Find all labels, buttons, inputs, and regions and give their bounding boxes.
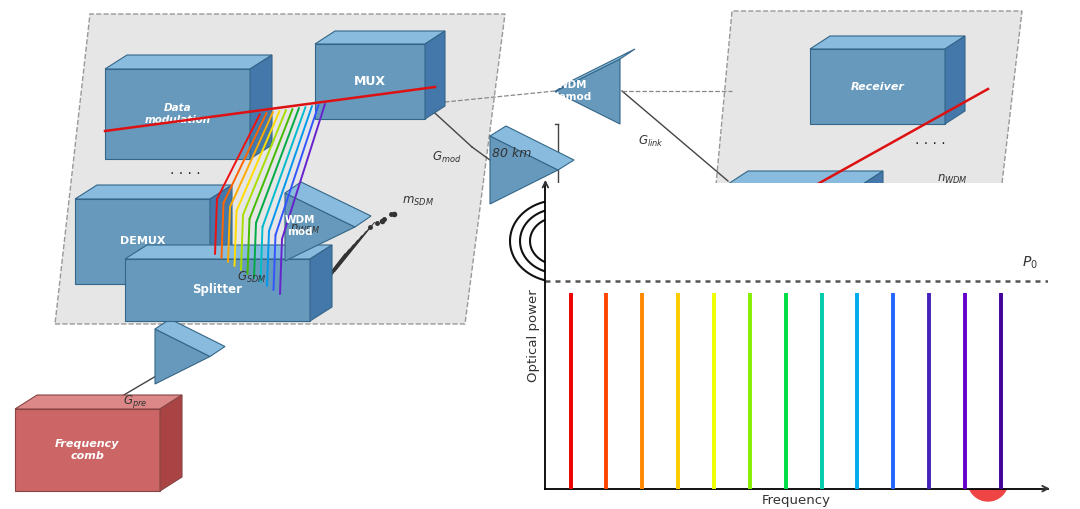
Text: WDM
demod: WDM demod xyxy=(552,80,592,102)
Polygon shape xyxy=(285,193,355,261)
Circle shape xyxy=(968,461,1008,501)
Text: DEMUX: DEMUX xyxy=(773,221,819,232)
Text: $n_{WDM}$: $n_{WDM}$ xyxy=(289,222,321,236)
Polygon shape xyxy=(705,11,1022,304)
Text: $G_{pre}$: $G_{pre}$ xyxy=(123,393,147,410)
Text: 80 km: 80 km xyxy=(492,148,531,160)
Text: Frequency
comb: Frequency comb xyxy=(55,439,120,461)
Polygon shape xyxy=(249,55,272,159)
Text: $P_0$: $P_0$ xyxy=(1023,255,1038,271)
Text: · · · ·: · · · · xyxy=(915,137,945,151)
Text: Data
modulation: Data modulation xyxy=(145,103,211,125)
Polygon shape xyxy=(210,185,232,284)
Polygon shape xyxy=(315,31,445,44)
Polygon shape xyxy=(490,136,558,204)
Polygon shape xyxy=(426,31,445,119)
Text: php: php xyxy=(980,476,996,486)
Polygon shape xyxy=(105,69,249,159)
Polygon shape xyxy=(728,171,883,184)
Polygon shape xyxy=(15,409,160,491)
Polygon shape xyxy=(310,245,332,321)
Text: $G_{link}$: $G_{link}$ xyxy=(638,133,664,149)
Text: $n_{WDM}$: $n_{WDM}$ xyxy=(936,173,968,186)
Polygon shape xyxy=(285,182,372,227)
Y-axis label: Optical power: Optical power xyxy=(527,290,540,382)
Polygon shape xyxy=(555,59,620,124)
Polygon shape xyxy=(55,14,505,324)
Text: WDM
mod: WDM mod xyxy=(285,215,315,237)
Polygon shape xyxy=(810,36,966,49)
Text: Splitter: Splitter xyxy=(192,284,243,297)
Text: Receiver: Receiver xyxy=(851,81,904,92)
Text: 中文网: 中文网 xyxy=(1022,476,1040,486)
Polygon shape xyxy=(125,245,332,259)
Polygon shape xyxy=(160,395,183,491)
Polygon shape xyxy=(15,395,183,409)
Polygon shape xyxy=(156,319,225,356)
X-axis label: Frequency: Frequency xyxy=(762,494,831,507)
Polygon shape xyxy=(156,329,210,384)
Text: $G_{mod}$: $G_{mod}$ xyxy=(432,150,461,164)
Polygon shape xyxy=(863,171,883,269)
Polygon shape xyxy=(105,55,272,69)
Text: $G_{SDM}$: $G_{SDM}$ xyxy=(238,269,267,285)
Polygon shape xyxy=(728,184,863,269)
Polygon shape xyxy=(125,259,310,321)
Polygon shape xyxy=(810,49,945,124)
Polygon shape xyxy=(75,199,210,284)
Text: $\times\ K_{link}$: $\times\ K_{link}$ xyxy=(553,296,591,312)
Text: · · · ·: · · · · xyxy=(170,167,200,181)
Polygon shape xyxy=(555,49,635,92)
Polygon shape xyxy=(490,126,573,170)
Text: MUX: MUX xyxy=(354,75,386,88)
Polygon shape xyxy=(945,36,966,124)
Polygon shape xyxy=(315,44,426,119)
Text: DEMUX: DEMUX xyxy=(120,237,165,246)
Text: $m_{SDM}$: $m_{SDM}$ xyxy=(402,194,434,208)
Polygon shape xyxy=(75,185,232,199)
